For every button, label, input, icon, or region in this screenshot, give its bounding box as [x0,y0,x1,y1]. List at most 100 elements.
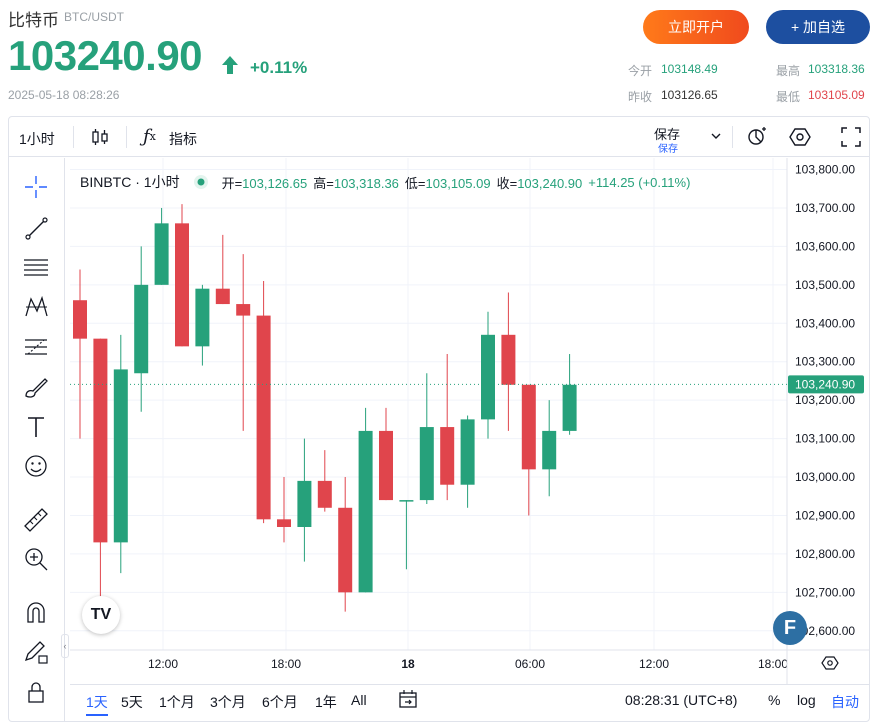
range-6[interactable]: All [351,692,367,708]
candle-body[interactable] [175,223,189,347]
candle-body[interactable] [277,519,291,527]
legend-change: +114.25 (+0.11%) [588,174,691,190]
candle-body[interactable] [215,288,230,305]
alert-icon[interactable] [746,126,768,148]
prev-close-value: 103126.65 [661,88,718,102]
chart-legend: BINBTC · 1小时 开=103,126.65 高=103,318.36 低… [80,172,690,192]
brush-icon[interactable] [20,371,52,403]
candle-body[interactable] [317,480,332,508]
range-bar [70,684,869,720]
axis-settings-icon[interactable] [821,656,839,670]
date-range-icon[interactable] [397,688,419,710]
fib-retracement-icon[interactable] [20,331,52,363]
y-tick-label: 103,200.00 [795,393,855,407]
legend-high-value: 103,318.36 [333,175,399,191]
settings-icon[interactable] [789,126,811,148]
candle-body[interactable] [440,427,455,485]
y-tick-label: 102,600.00 [795,624,855,638]
candle-body[interactable] [113,369,128,543]
asset-pair: BTC/USDT [64,10,124,24]
candle-body[interactable] [562,384,577,431]
candle-body[interactable] [460,419,475,485]
magnet-icon[interactable] [20,597,52,629]
candle-body[interactable] [481,334,495,420]
range-3[interactable]: 3个月 [210,694,246,710]
x-tick-label: 06:00 [515,657,545,671]
x-tick-label: 12:00 [148,657,178,671]
candle-type-icon[interactable] [90,127,110,147]
high-label: 最高 [776,64,801,78]
interval-selector[interactable]: 1小时 [19,131,55,147]
candle-body[interactable] [379,430,393,501]
last-price-label-bg [788,375,864,394]
drawing-toolbar [9,158,65,721]
x-tick-label: 12:00 [639,657,669,671]
chevron-down-icon[interactable] [710,131,722,141]
legend-symbol: BINBTC · 1小时 [80,174,180,190]
candle-body[interactable] [338,507,353,593]
fullscreen-icon[interactable] [841,127,861,147]
tradingview-logo[interactable]: TV [82,596,120,634]
y-tick-label: 103,000.00 [795,470,855,484]
horizontal-lines-icon[interactable] [20,251,52,283]
trend-line-icon[interactable] [20,212,52,244]
range-4[interactable]: 6个月 [262,694,298,710]
clock-timezone[interactable]: 08:28:31 (UTC+8) [625,692,738,708]
collapse-toolbar-handle[interactable]: ‹ [61,634,69,658]
legend-close-label: 收= [496,175,518,191]
save-button[interactable]: 保存 [654,127,681,142]
candle-body[interactable] [195,288,210,347]
candle-body[interactable] [134,284,149,374]
candle-body[interactable] [358,430,373,593]
x-tick-label: 18:00 [271,657,301,671]
range-2[interactable]: 1个月 [159,694,195,710]
candle-body[interactable] [93,338,108,543]
text-icon[interactable] [20,411,52,443]
candle-body[interactable] [419,427,434,501]
y-tick-label: 103,500.00 [795,278,855,292]
candle-body[interactable] [542,430,557,470]
y-tick-label: 103,300.00 [795,355,855,369]
f-badge-icon[interactable]: F [773,611,807,645]
candle-body[interactable] [501,334,516,385]
pencil-lock-icon[interactable] [20,636,52,668]
up-arrow-icon [222,56,238,74]
candle-body[interactable] [73,300,87,339]
emoji-icon[interactable] [20,450,52,482]
range-0[interactable]: 1天 [86,692,108,716]
auto-scale-toggle[interactable]: 自动 [831,694,859,710]
lock-icon[interactable] [20,676,52,708]
percent-toggle[interactable]: % [768,692,781,708]
crosshair-icon[interactable] [20,171,52,203]
low-value: 103105.09 [808,88,865,102]
candle-body[interactable] [297,480,312,527]
indicators-button[interactable]: 指标 [169,131,197,147]
y-tick-label: 103,400.00 [795,316,855,330]
log-toggle[interactable]: log [797,692,816,708]
y-tick-label: 102,800.00 [795,547,855,561]
range-5[interactable]: 1年 [315,694,337,710]
y-tick-label: 102,900.00 [795,508,855,522]
candle-body[interactable] [154,223,169,285]
y-tick-label: 103,700.00 [795,201,855,215]
visibility-icon[interactable] [192,173,210,191]
legend-close-value: 103,240.90 [517,175,583,191]
axis-settings-icon-center [827,660,833,666]
chart-widget [8,116,870,722]
range-1[interactable]: 5天 [121,694,143,710]
x-tick-label: 18:00 [758,657,788,671]
ruler-icon[interactable] [20,504,52,536]
candle-body[interactable] [399,500,414,502]
pattern-icon[interactable] [20,291,52,323]
x-tick-label: 18 [401,657,415,671]
chart-top-toolbar [9,117,869,157]
candle-body[interactable] [256,315,271,520]
candle-body[interactable] [236,304,251,316]
open-account-button[interactable]: 立即开户 [643,10,749,44]
add-watchlist-button[interactable]: + 加自选 [766,10,870,44]
candle-body[interactable] [521,384,536,470]
high-value: 103318.36 [808,62,865,76]
zoom-in-icon[interactable] [20,543,52,575]
